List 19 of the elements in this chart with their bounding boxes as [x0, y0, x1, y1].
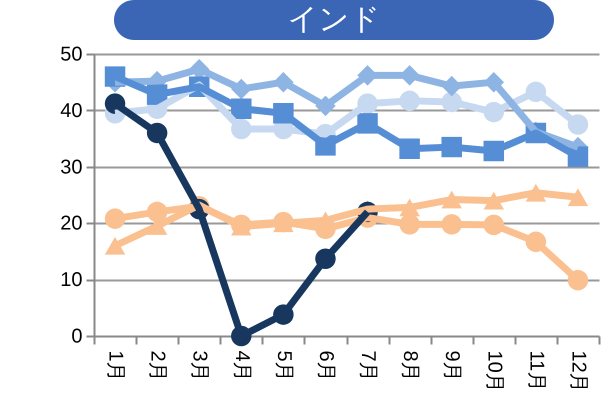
- y-tick-label: 50: [60, 44, 82, 66]
- y-tick-label: 0: [71, 326, 82, 348]
- x-tick-label: 9月: [441, 350, 464, 382]
- x-tick-label: 7月: [357, 350, 380, 382]
- y-tick-label: 30: [60, 156, 82, 178]
- x-tick-label: 8月: [399, 350, 422, 382]
- x-tick-label: 12月: [567, 350, 590, 393]
- x-tick-label: 3月: [188, 350, 211, 382]
- x-tick-label: 4月: [230, 350, 253, 382]
- x-tick-label: 10月: [483, 350, 506, 393]
- x-tick-label: 5月: [272, 350, 295, 382]
- x-tick-label: 6月: [314, 350, 337, 382]
- y-tick-label: 40: [60, 100, 82, 122]
- y-tick-label: 20: [60, 212, 82, 235]
- x-tick-label: 2月: [146, 350, 169, 382]
- x-tick-label: 11月: [525, 350, 548, 392]
- y-tick-label: 10: [60, 269, 82, 292]
- chart-title: インド: [288, 3, 380, 36]
- x-tick-label: 1月: [104, 350, 127, 382]
